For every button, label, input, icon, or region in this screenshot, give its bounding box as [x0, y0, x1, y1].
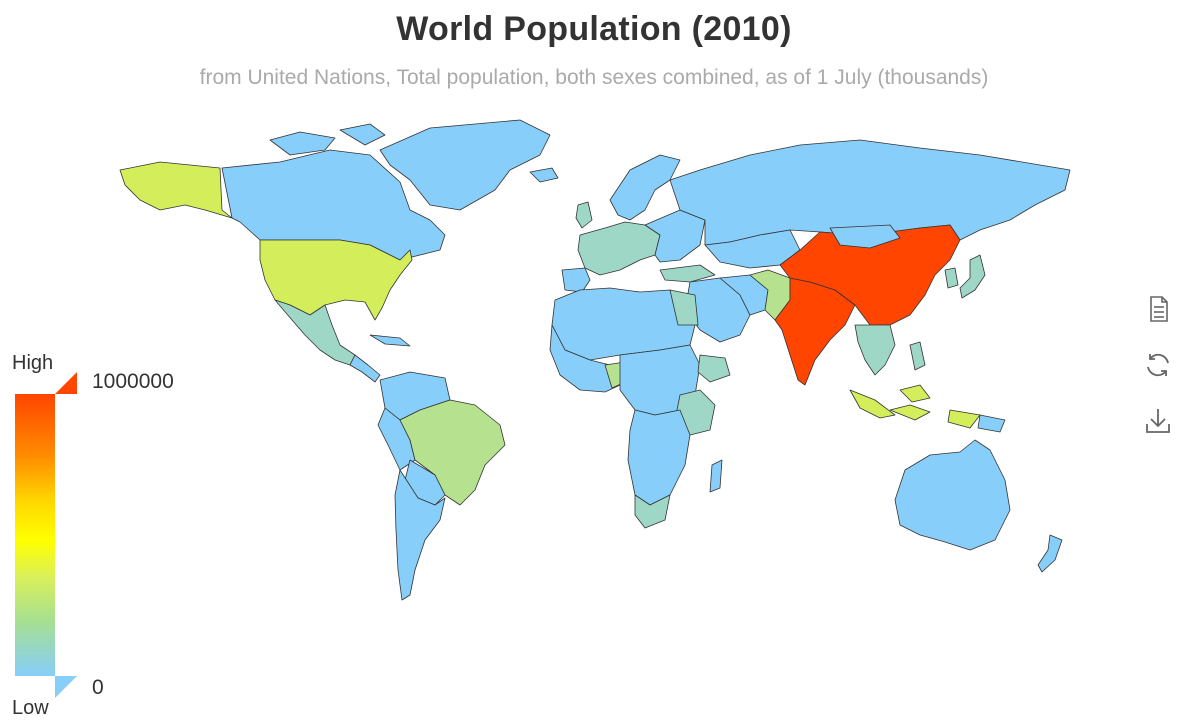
legend-low-handle[interactable]: [55, 676, 77, 698]
chart-subtitle: from United Nations, Total population, b…: [199, 66, 989, 89]
country-iceland[interactable]: [529, 167, 559, 183]
legend-low-label: Low: [12, 697, 49, 719]
country-canada-islands[interactable]: [269, 123, 386, 156]
chart-title: World Population (2010): [396, 10, 792, 48]
country-central-america[interactable]: [349, 354, 381, 383]
country-west-africa[interactable]: [549, 324, 621, 393]
country-philippines[interactable]: [909, 341, 926, 371]
country-cuba[interactable]: [369, 334, 411, 347]
country-egypt[interactable]: [669, 289, 699, 326]
country-canada[interactable]: [221, 149, 446, 261]
save-image-icon: [1146, 409, 1170, 433]
legend-gradient-bar[interactable]: [15, 394, 55, 676]
country-ethiopia[interactable]: [697, 354, 731, 383]
world-map-svg[interactable]: [100, 110, 1080, 620]
country-japan[interactable]: [959, 254, 986, 299]
country-southern-africa[interactable]: [627, 409, 691, 506]
country-australia[interactable]: [894, 439, 1011, 551]
restore-button[interactable]: [1140, 346, 1176, 384]
country-south-africa[interactable]: [634, 494, 671, 529]
country-madagascar[interactable]: [709, 459, 723, 493]
country-europe-west[interactable]: [577, 221, 661, 276]
country-greenland[interactable]: [379, 119, 551, 211]
country-turkey[interactable]: [659, 264, 716, 283]
country-iberia[interactable]: [561, 267, 591, 293]
legend-max-value: 1000000: [92, 370, 174, 393]
world-map[interactable]: [100, 110, 1080, 620]
legend-high-label: High: [12, 352, 54, 374]
legend-high-handle[interactable]: [55, 372, 77, 394]
save-image-button[interactable]: [1140, 402, 1176, 440]
legend-min-value: 0: [92, 676, 104, 699]
country-mongolia[interactable]: [829, 224, 901, 249]
country-se-asia[interactable]: [854, 324, 896, 376]
country-png[interactable]: [977, 414, 1006, 433]
data-view-icon: [1150, 296, 1168, 322]
data-view-button[interactable]: [1140, 290, 1176, 328]
toolbox: [1140, 290, 1176, 458]
country-korea[interactable]: [944, 267, 959, 289]
country-indonesia[interactable]: [849, 384, 981, 429]
restore-icon: [1147, 353, 1169, 377]
country-brazil[interactable]: [399, 399, 506, 506]
country-alaska[interactable]: [119, 161, 233, 219]
country-scandinavia[interactable]: [609, 154, 681, 221]
country-uk[interactable]: [575, 201, 593, 229]
country-argentina-chile[interactable]: [394, 469, 446, 601]
country-new-zealand[interactable]: [1037, 534, 1063, 573]
